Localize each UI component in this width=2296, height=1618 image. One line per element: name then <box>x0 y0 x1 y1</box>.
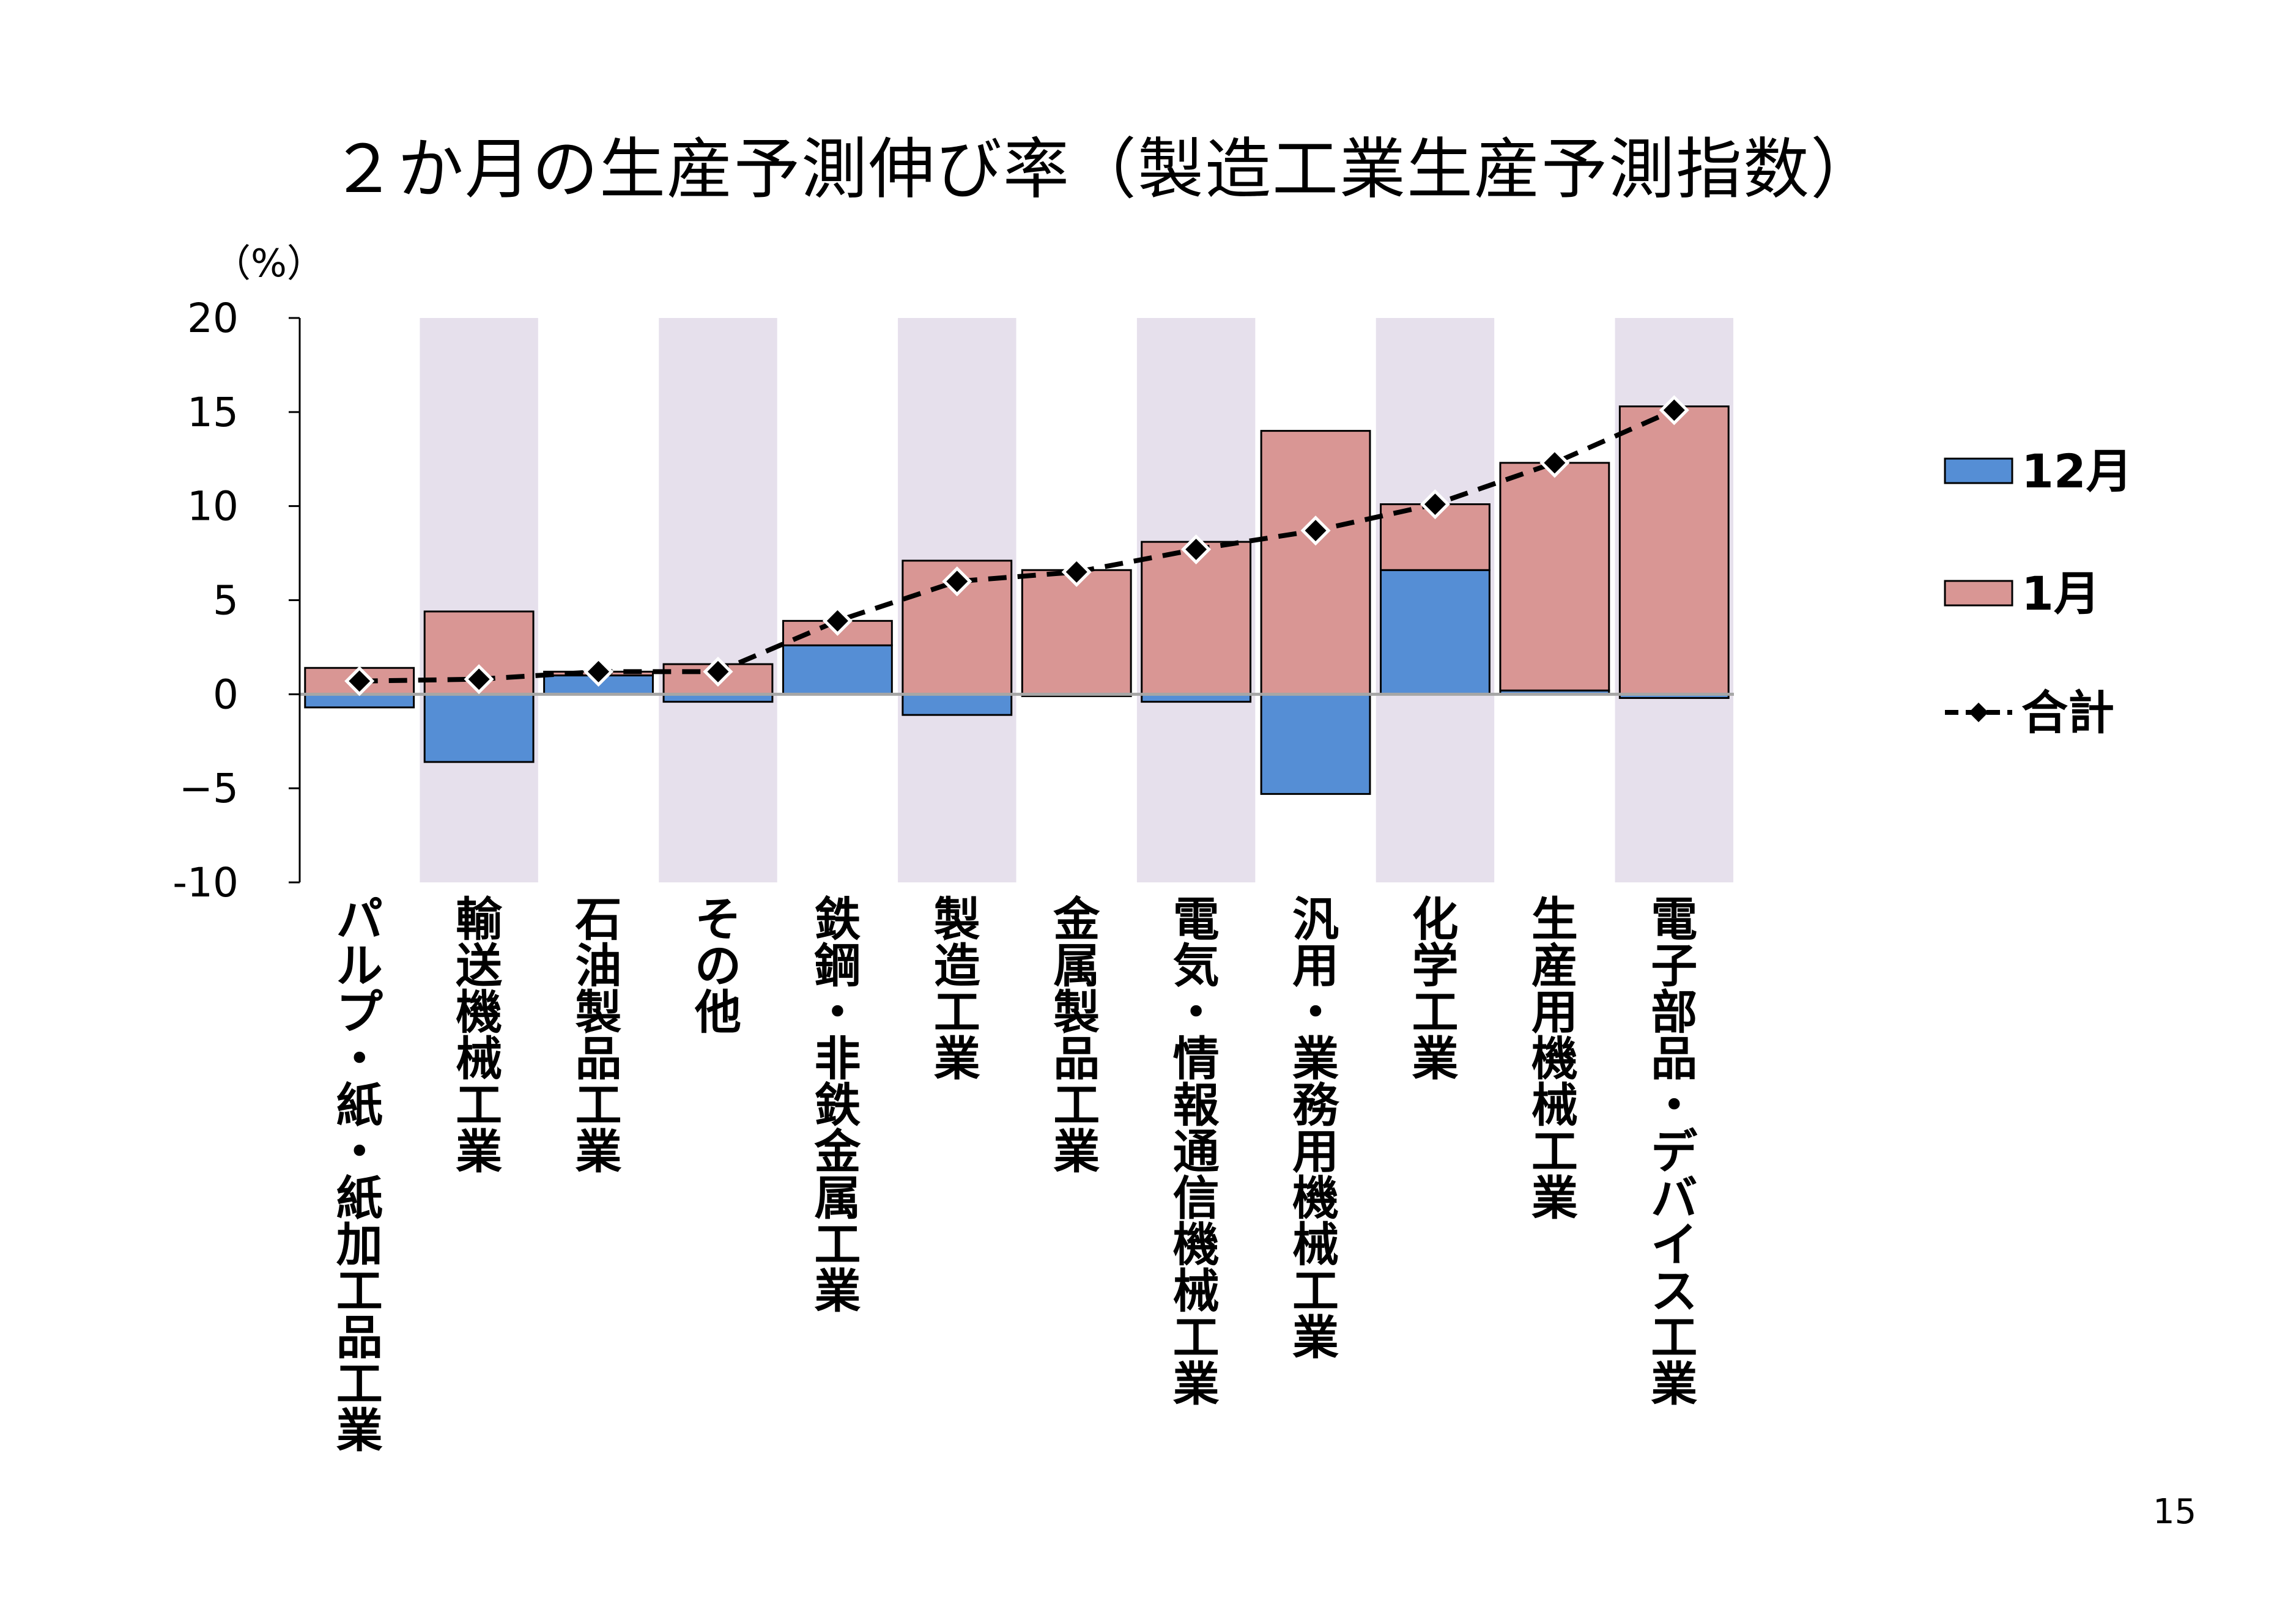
bar-december <box>902 693 1013 716</box>
category-label: 電気・情報通信機械工業 <box>1173 892 1220 1411</box>
category-label: 汎用・業務用機械工業 <box>1292 892 1340 1365</box>
total-line-series <box>344 395 1689 696</box>
bar-december <box>782 644 893 695</box>
category-label: パルプ・紙・紙加工品工業 <box>336 892 383 1458</box>
y-tick-label: 5 <box>213 577 239 624</box>
category-label: 化学工業 <box>1412 892 1458 1086</box>
category-label: 電子部品・デバイス工業 <box>1651 892 1698 1411</box>
bar-series <box>304 405 1730 795</box>
category-shade-band <box>659 318 777 882</box>
bar-january <box>1618 405 1730 695</box>
total-point-marker <box>583 656 614 687</box>
y-tick-label: 15 <box>187 389 239 436</box>
legend-swatch <box>1944 580 2013 607</box>
y-tick-label: −5 <box>179 765 239 812</box>
total-point-marker <box>1659 395 1689 426</box>
legend-label: 1月 <box>2021 566 2100 621</box>
total-point-marker <box>1181 534 1212 564</box>
bar-december <box>423 693 535 763</box>
category-label: 鉄鋼・非鉄金属工業 <box>813 892 861 1318</box>
legend-label: 合計 <box>2021 685 2114 740</box>
y-tick-label: 0 <box>213 671 239 718</box>
category-label: その他 <box>694 892 741 1040</box>
legend-swatch <box>1944 457 2013 484</box>
y-tick-label: 10 <box>187 483 239 530</box>
total-point-marker <box>942 566 972 597</box>
bar-january <box>1141 541 1252 695</box>
bar-january <box>1260 430 1371 695</box>
total-point-marker <box>703 656 733 687</box>
category-shade-band <box>420 318 538 882</box>
category-label: 輸送機械工業 <box>456 892 503 1179</box>
category-label: 生産用機械工業 <box>1531 892 1578 1225</box>
bar-january <box>1499 462 1610 692</box>
y-axis-unit: （%） <box>213 241 325 286</box>
y-axis: 20 15 10 5 0 −5 -10 <box>172 295 301 906</box>
bar-january <box>902 560 1013 695</box>
total-point-marker <box>1061 556 1092 587</box>
bar-december <box>304 693 415 709</box>
total-point-marker <box>822 605 853 636</box>
total-line <box>359 408 1675 684</box>
y-tick-label: 20 <box>187 295 239 342</box>
legend-diamond-marker <box>1969 703 1988 722</box>
y-tick-label: -10 <box>172 859 239 906</box>
bar-december <box>1380 569 1491 695</box>
bar-december <box>1260 693 1371 795</box>
total-point-marker <box>344 666 375 696</box>
page-title: ２か月の生産予測伸び率（製造工業生産予測指数） <box>330 131 1878 208</box>
page-number: 15 <box>2153 1492 2197 1532</box>
category-label: 金属製品工業 <box>1053 892 1100 1179</box>
category-label: 製造工業 <box>934 892 980 1086</box>
total-point-marker <box>1300 515 1331 546</box>
total-point-marker <box>1420 489 1450 520</box>
legend-label: 12月 <box>2021 444 2133 498</box>
total-point-marker <box>464 664 494 695</box>
bar-january <box>1021 569 1132 695</box>
total-point-marker <box>1539 448 1570 478</box>
category-labels: パルプ・紙・紙加工品工業 輸送機械工業 石油製品工業 その他 鉄鋼・非鉄金属工業 製造工業… <box>336 892 1698 1458</box>
category-label: 石油製品工業 <box>576 892 622 1179</box>
